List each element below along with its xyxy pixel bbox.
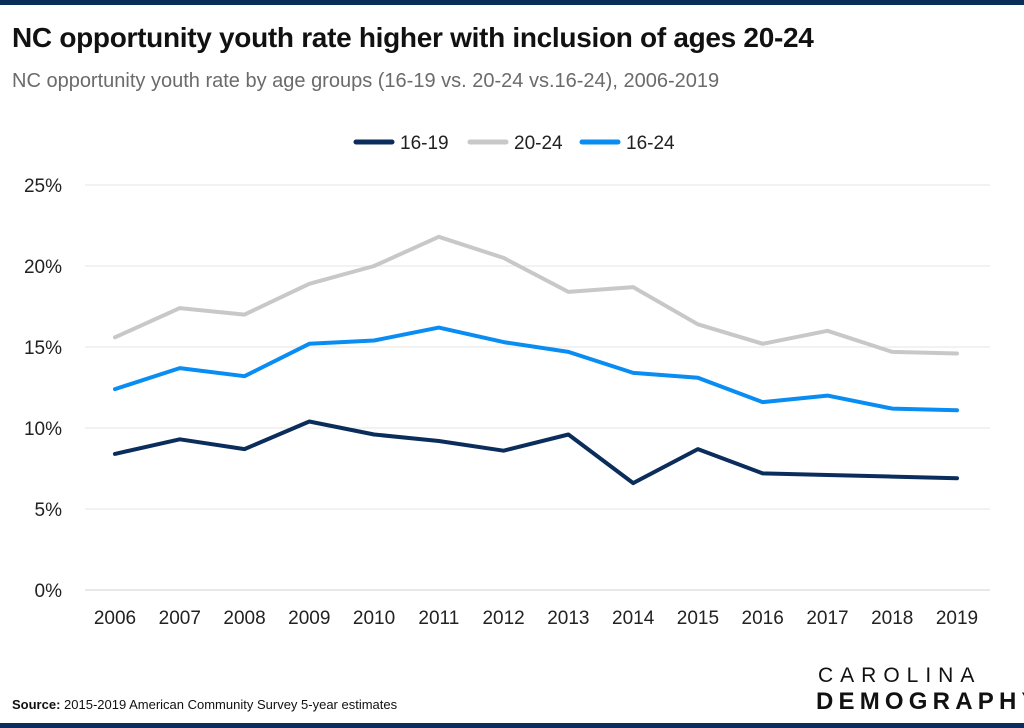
legend-label: 16-24 <box>626 133 675 154</box>
y-tick-label: 0% <box>35 581 63 602</box>
x-tick-label: 2009 <box>288 608 330 629</box>
x-tick-label: 2012 <box>482 608 524 629</box>
x-tick-label: 2016 <box>742 608 784 629</box>
x-tick-label: 2014 <box>612 608 655 629</box>
logo-line-1: CAROLINA <box>818 664 982 687</box>
series-line-16-24 <box>113 325 959 413</box>
y-tick-label: 5% <box>35 500 63 521</box>
x-tick-label: 2006 <box>94 608 136 629</box>
legend-label: 16-19 <box>400 133 449 154</box>
bottom-accent-bar <box>0 723 1024 728</box>
x-tick-label: 2011 <box>418 608 459 629</box>
x-tick-label: 2013 <box>547 608 589 629</box>
legend-label: 20-24 <box>514 133 563 154</box>
source-text: 2015-2019 American Community Survey 5-ye… <box>64 697 398 712</box>
x-tick-label: 2015 <box>677 608 719 629</box>
y-tick-label: 20% <box>24 257 62 278</box>
x-tick-label: 2019 <box>936 608 978 629</box>
chart-legend: 16-19 20-24 16-24 <box>353 133 675 154</box>
x-tick-label: 2008 <box>223 608 265 629</box>
y-tick-label: 25% <box>24 176 62 197</box>
chart-title: NC opportunity youth rate higher with in… <box>12 22 814 53</box>
y-tick-label: 15% <box>24 338 62 359</box>
source-note: Source: 2015-2019 American Community Sur… <box>12 697 397 712</box>
x-tick-label: 2010 <box>353 608 395 629</box>
x-axis: 2006 2007 2008 2009 2010 2011 2012 2013 2014 2015… <box>94 608 978 629</box>
series-lines <box>113 234 959 486</box>
x-tick-label: 2017 <box>806 608 848 629</box>
logo-line-2: DEMOGRAPHY <box>816 688 1024 715</box>
top-accent-bar <box>0 0 1024 5</box>
chart-subtitle: NC opportunity youth rate by age groups … <box>12 70 720 92</box>
y-tick-label: 10% <box>24 419 62 440</box>
x-tick-label: 2007 <box>159 608 201 629</box>
gridlines <box>85 184 990 591</box>
line-chart: 16-19 20-24 16-24 0%5%10%15%20%25% 2006 200… <box>24 133 990 629</box>
x-tick-label: 2018 <box>871 608 913 629</box>
series-line-16-19 <box>113 419 959 486</box>
y-axis: 0% 5% 10% 15% 20% 25% <box>24 176 62 602</box>
series-line-20-24 <box>113 234 959 356</box>
source-label: Source: <box>12 697 61 712</box>
